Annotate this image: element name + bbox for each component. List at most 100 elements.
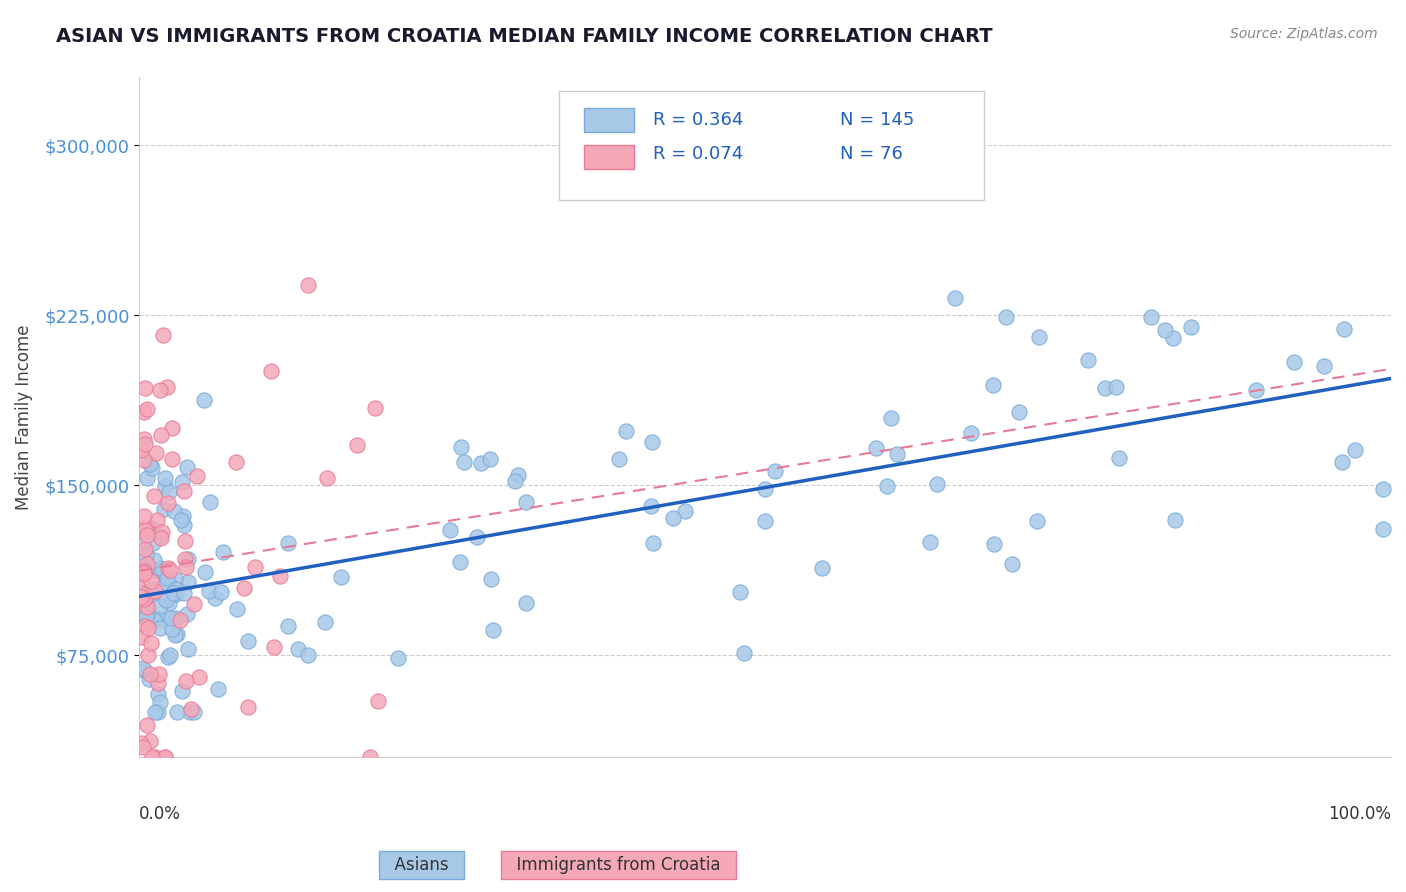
Point — [172, 508, 194, 523]
Point — [188, 670, 211, 684]
Point — [129, 736, 152, 750]
Point — [153, 750, 176, 764]
Point — [132, 610, 155, 624]
Point — [879, 411, 901, 425]
Point — [207, 682, 229, 697]
Point — [450, 440, 472, 454]
Point — [170, 684, 193, 698]
Point — [132, 405, 155, 419]
Point — [236, 634, 259, 648]
Point — [162, 622, 184, 636]
Point — [159, 648, 181, 662]
Point — [1108, 450, 1130, 465]
Point — [131, 571, 153, 585]
Point — [330, 570, 353, 584]
Point — [166, 627, 188, 641]
Point — [728, 585, 751, 599]
Point — [145, 611, 167, 625]
Point — [135, 548, 157, 562]
Point — [1105, 380, 1128, 394]
Point — [387, 650, 409, 665]
Point — [1077, 352, 1099, 367]
Point — [263, 640, 285, 654]
Point — [163, 628, 186, 642]
Point — [503, 474, 526, 488]
Point — [135, 558, 157, 572]
Point — [176, 459, 198, 474]
Point — [449, 555, 471, 569]
Point — [1371, 482, 1393, 496]
Point — [149, 599, 172, 613]
Point — [160, 611, 183, 625]
Point — [609, 452, 631, 467]
Point — [186, 469, 208, 483]
Point — [141, 750, 163, 764]
Point — [364, 401, 387, 416]
Text: 0.0%: 0.0% — [139, 805, 181, 823]
Point — [876, 479, 898, 493]
Point — [134, 619, 156, 633]
Point — [200, 495, 222, 509]
Point — [170, 513, 193, 527]
Point — [673, 504, 696, 518]
Point — [194, 566, 217, 580]
Point — [141, 460, 163, 475]
Point — [141, 574, 163, 588]
Point — [481, 623, 503, 637]
Point — [165, 586, 187, 600]
Point — [136, 521, 159, 535]
Point — [641, 434, 664, 449]
Text: N = 76: N = 76 — [841, 145, 903, 162]
Point — [142, 582, 165, 596]
Point — [138, 667, 160, 681]
Point — [134, 436, 156, 450]
Point — [129, 567, 152, 582]
Point — [179, 705, 201, 719]
Point — [149, 695, 172, 709]
Point — [367, 694, 389, 708]
Point — [269, 569, 291, 583]
Point — [236, 699, 259, 714]
Point — [314, 615, 336, 629]
Point — [150, 531, 173, 545]
Point — [260, 364, 283, 378]
Point — [174, 551, 197, 566]
Point — [131, 631, 153, 645]
Point — [346, 438, 368, 452]
Point — [1001, 557, 1024, 571]
Point — [173, 483, 195, 498]
Point — [1333, 321, 1355, 335]
Point — [139, 588, 162, 602]
Point — [1153, 323, 1175, 337]
Text: R = 0.364: R = 0.364 — [652, 111, 742, 128]
Point — [1025, 514, 1047, 528]
Point — [640, 499, 662, 513]
Point — [135, 470, 157, 484]
Point — [981, 378, 1004, 392]
Point — [159, 563, 181, 577]
Point — [183, 705, 205, 719]
Point — [132, 595, 155, 609]
Text: Source: ZipAtlas.com: Source: ZipAtlas.com — [1230, 27, 1378, 41]
Bar — [583, 108, 634, 132]
Point — [197, 584, 219, 599]
Point — [143, 705, 166, 719]
Point — [135, 560, 157, 574]
Point — [226, 601, 249, 615]
Point — [131, 538, 153, 552]
Point — [149, 383, 172, 397]
Point — [145, 513, 167, 527]
Point — [150, 560, 173, 574]
Point — [129, 442, 152, 457]
Point — [153, 577, 176, 591]
Point — [1008, 405, 1031, 419]
Point — [614, 424, 637, 438]
Point — [163, 503, 186, 517]
Point — [132, 590, 155, 604]
Point — [156, 561, 179, 575]
Point — [754, 514, 776, 528]
Point — [661, 511, 683, 525]
Point — [467, 530, 489, 544]
Point — [155, 471, 177, 485]
Point — [142, 536, 165, 550]
